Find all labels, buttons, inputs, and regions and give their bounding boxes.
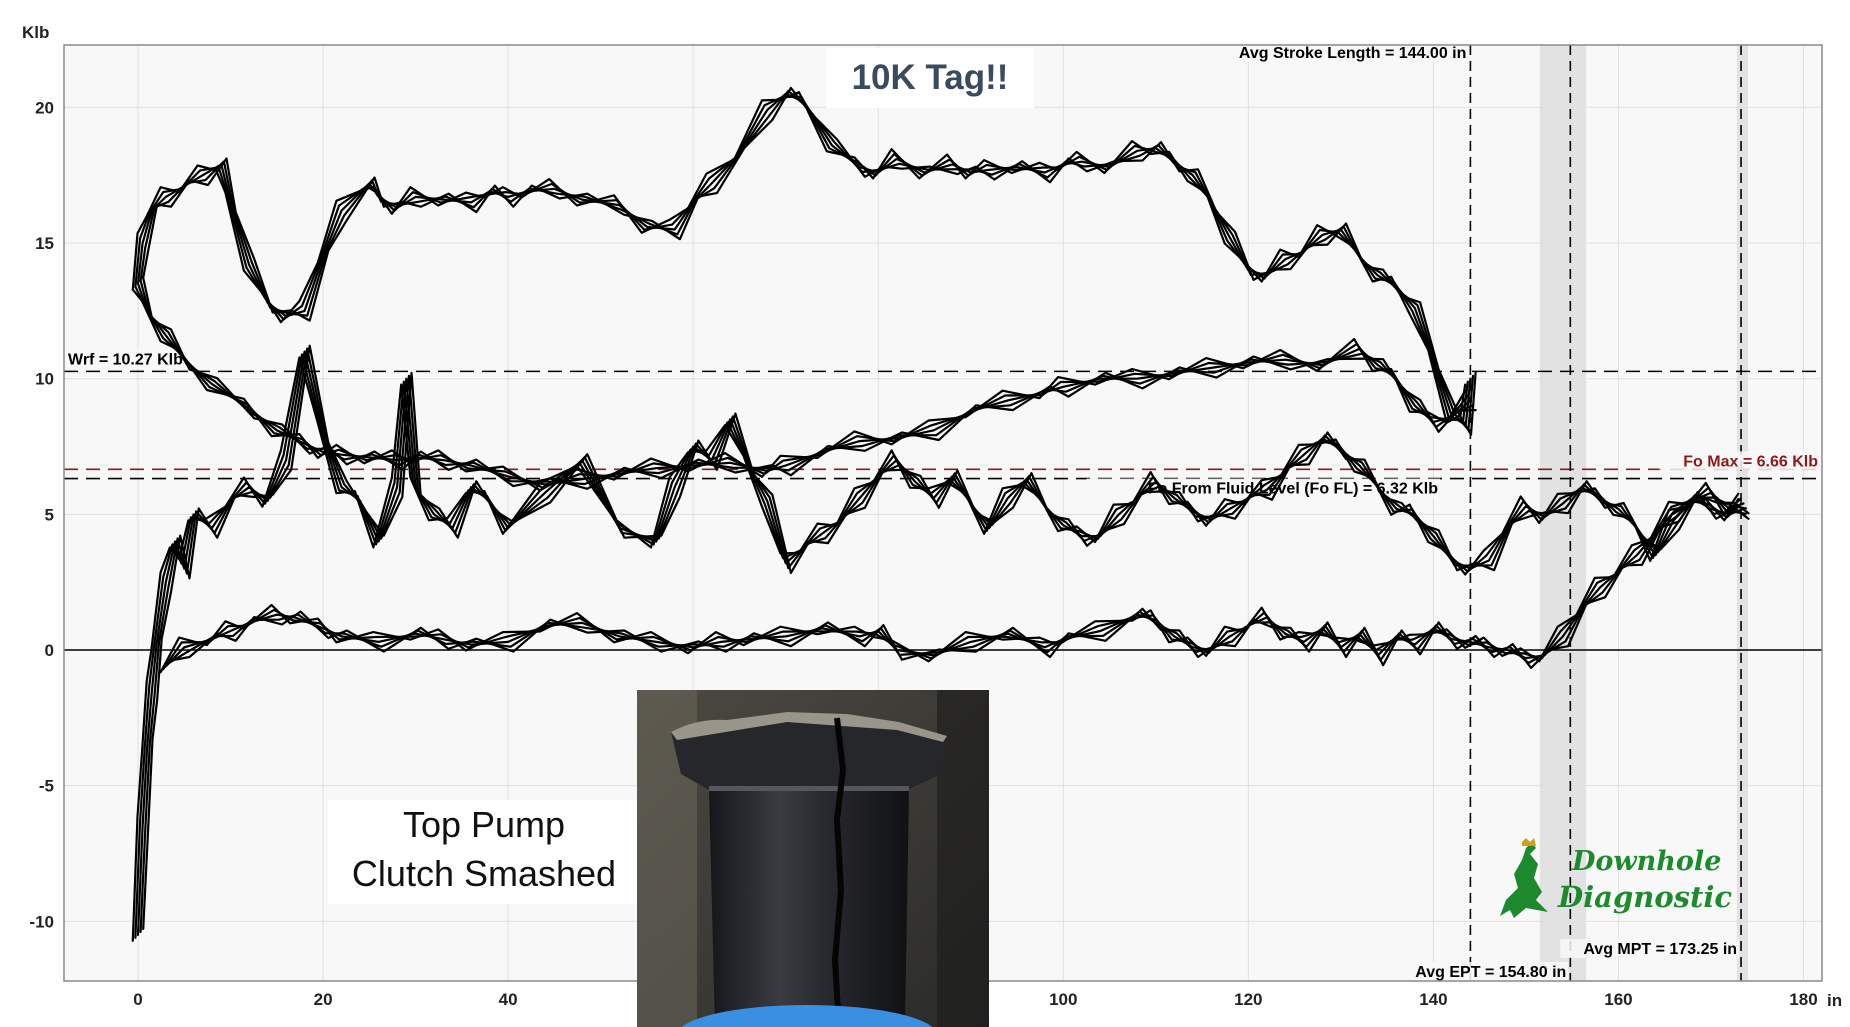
crown-icon	[1522, 838, 1536, 846]
x-tick-label: 140	[1419, 990, 1447, 1009]
reference-label: Avg EPT = 154.80 in	[1415, 964, 1566, 981]
x-tick-label: 0	[133, 990, 142, 1009]
x-axis-unit-label: in	[1827, 991, 1842, 1010]
series-0	[131, 86, 1477, 436]
reference-label-bg	[1389, 962, 1569, 981]
x-tick-label: 120	[1234, 990, 1262, 1009]
annotation-note-line2: Clutch Smashed	[351, 853, 617, 894]
series-curves	[131, 86, 1750, 942]
annotation-note: Top Pump Clutch Smashed	[328, 800, 640, 904]
reference-lines: Wrf = 10.27 Klb Fo From Fluid Level (Fo F…	[64, 43, 1822, 981]
y-tick-label: 20	[35, 98, 54, 117]
y-tick-label: 10	[35, 370, 54, 389]
x-tick-label: 180	[1789, 990, 1817, 1009]
chart-title: 10K Tag!!	[826, 48, 1034, 108]
reference-label: Avg Stroke Length = 144.00 in	[1239, 45, 1466, 62]
photo-pipe-flange	[671, 712, 947, 790]
y-tick-label: -5	[39, 777, 54, 796]
x-tick-label: 20	[314, 990, 333, 1009]
series-stroke	[167, 494, 1747, 665]
series-stroke	[136, 350, 1745, 936]
x-tick-label: 160	[1604, 990, 1632, 1009]
y-tick-label: -10	[29, 912, 54, 931]
reference-label: Wrf = 10.27 Klb	[68, 351, 183, 368]
series-2	[131, 344, 1750, 942]
annotation-note-line1: Top Pump	[402, 804, 566, 845]
logo-line2: Diagnostic	[1558, 880, 1733, 914]
series-stroke	[142, 344, 1750, 931]
series-stroke	[139, 347, 1747, 933]
series-stroke	[142, 276, 1477, 490]
series-stroke	[142, 86, 1477, 436]
y-tick-label: 5	[45, 505, 54, 524]
reference-label: Avg MPT = 173.25 in	[1583, 941, 1737, 958]
reference-label: Fo From Fluid Level (Fo FL) = 6.32 Klb	[1148, 481, 1438, 498]
photo-crack	[831, 717, 847, 1027]
logo-line1: Downhole	[1572, 846, 1722, 877]
dragon-icon	[1500, 842, 1548, 918]
series-stroke	[134, 95, 1469, 422]
photo-glove	[681, 1005, 933, 1027]
photo-pipe-body	[709, 790, 909, 1027]
reference-label: Fo Max = 6.66 Klb	[1683, 453, 1818, 470]
reference-label-bg	[1560, 939, 1740, 958]
y-tick-label: 15	[35, 234, 54, 253]
series-stroke	[169, 491, 1750, 669]
y-axis-unit-label: Klb	[22, 23, 49, 42]
company-logo: Downhole Diagnostic	[1490, 838, 1733, 938]
pump-clutch-photo	[637, 690, 989, 1027]
series-stroke	[136, 92, 1472, 426]
y-tick-label: 0	[45, 641, 54, 660]
x-tick-label: 100	[1049, 990, 1077, 1009]
x-tick-label: 40	[499, 990, 518, 1009]
series-stroke	[131, 91, 1467, 424]
reference-label-bg	[66, 349, 208, 369]
reference-label-bg	[1197, 43, 1469, 62]
series-3	[159, 491, 1750, 674]
series-1	[131, 276, 1477, 492]
reference-label-bg	[1659, 451, 1820, 471]
